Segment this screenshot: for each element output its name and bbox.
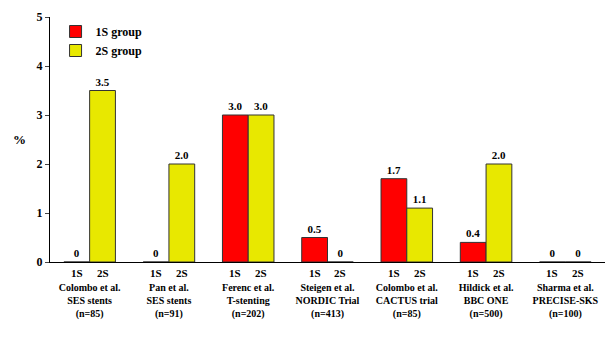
svg-text:Pan et al.SES stents(n=91): Pan et al.SES stents(n=91) — [147, 282, 192, 320]
svg-text:2.0: 2.0 — [175, 149, 189, 161]
svg-text:1S group: 1S group — [96, 25, 142, 39]
svg-text:0: 0 — [337, 247, 343, 259]
svg-text:3.5: 3.5 — [95, 76, 109, 88]
svg-text:Steigen et al.NORDIC Trial(n=4: Steigen et al.NORDIC Trial(n=413) — [296, 282, 360, 320]
svg-text:3: 3 — [37, 108, 43, 122]
svg-text:4: 4 — [37, 59, 43, 73]
svg-text:1S: 1S — [150, 267, 162, 279]
svg-text:2S: 2S — [493, 267, 505, 279]
svg-text:0: 0 — [549, 247, 555, 259]
svg-text:Colombo et al.CACTUS trial(n=8: Colombo et al.CACTUS trial(n=85) — [376, 282, 438, 320]
svg-text:2S: 2S — [414, 267, 426, 279]
svg-text:0: 0 — [74, 247, 80, 259]
svg-text:2S: 2S — [176, 267, 188, 279]
svg-text:2S group: 2S group — [96, 44, 142, 58]
svg-text:1S: 1S — [71, 267, 83, 279]
svg-text:1: 1 — [37, 206, 43, 220]
svg-text:0.4: 0.4 — [466, 227, 480, 239]
svg-text:Ferenc et al.T-stenting(n=202): Ferenc et al.T-stenting(n=202) — [222, 282, 275, 320]
svg-text:%: % — [13, 132, 26, 147]
svg-text:Hildick et al.BBC ONE(n=500): Hildick et al.BBC ONE(n=500) — [459, 282, 514, 320]
svg-text:2.0: 2.0 — [492, 149, 506, 161]
svg-text:2S: 2S — [334, 267, 346, 279]
svg-text:Colombo et al.SES stents(n=85): Colombo et al.SES stents(n=85) — [59, 282, 121, 320]
svg-text:1S: 1S — [546, 267, 558, 279]
svg-text:1S: 1S — [467, 267, 479, 279]
svg-text:2S: 2S — [572, 267, 584, 279]
svg-text:2S: 2S — [255, 267, 267, 279]
svg-text:0: 0 — [153, 247, 159, 259]
svg-text:1.7: 1.7 — [387, 164, 401, 176]
svg-text:1.1: 1.1 — [413, 193, 427, 205]
svg-text:0: 0 — [575, 247, 581, 259]
svg-text:2S: 2S — [97, 267, 109, 279]
svg-text:0: 0 — [37, 255, 43, 269]
svg-text:0.5: 0.5 — [307, 223, 321, 235]
svg-text:3.0: 3.0 — [254, 100, 268, 112]
svg-text:Sharma et al.PRECISE-SKS(n=100: Sharma et al.PRECISE-SKS(n=100) — [533, 282, 599, 320]
svg-text:1S: 1S — [309, 267, 321, 279]
svg-text:5: 5 — [37, 10, 43, 24]
svg-text:2: 2 — [37, 157, 43, 171]
svg-text:1S: 1S — [388, 267, 400, 279]
svg-text:3.0: 3.0 — [228, 100, 242, 112]
svg-text:1S: 1S — [229, 267, 241, 279]
